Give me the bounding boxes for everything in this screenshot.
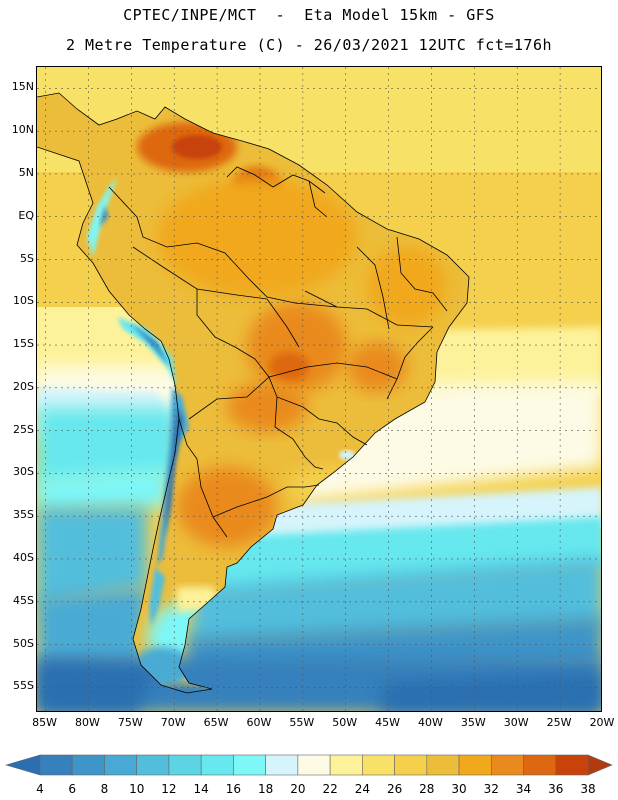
colorbar-tick-label: 30 xyxy=(451,782,467,796)
colorbar-cell xyxy=(362,754,395,776)
colorbar-tick-label: 32 xyxy=(483,782,499,796)
lon-tick-label: 25W xyxy=(546,716,572,729)
colorbar-tick-label: 12 xyxy=(161,782,177,796)
colorbar-cell xyxy=(394,754,428,776)
lon-tick-label: 60W xyxy=(246,716,272,729)
andes-cold-ridge xyxy=(87,177,355,627)
political-boundaries xyxy=(37,92,470,694)
lat-tick-label: 15S xyxy=(13,337,34,351)
lon-tick-label: 45W xyxy=(375,716,401,729)
colorbar-cell xyxy=(426,754,460,776)
lon-tick-label: 85W xyxy=(32,716,57,729)
lat-tick-label: 10N xyxy=(11,123,34,137)
colorbar-cell xyxy=(233,754,266,776)
colorbar-cell xyxy=(265,754,299,776)
lat-tick-label: 25S xyxy=(13,422,34,436)
colorbar-tick-label: 34 xyxy=(515,782,532,796)
colorbar-tick-label: 36 xyxy=(548,782,564,796)
lat-tick-label: 20S xyxy=(13,379,34,393)
colorbar-tick-label: 26 xyxy=(386,782,403,796)
lon-tick-label: 55W xyxy=(289,716,315,729)
colorbar-tick-label: 4 xyxy=(36,782,44,796)
colorbar-cell xyxy=(555,754,589,776)
chart-title-line-1: CPTEC/INPE/MCT - Eta Model 15km - GFS xyxy=(123,6,495,24)
lat-tick-label: 55S xyxy=(13,679,34,693)
colorbar-cell xyxy=(136,754,170,776)
colorbar-tick-label: 8 xyxy=(100,782,109,796)
chart-title-line-2: 2 Metre Temperature (C) - 26/03/2021 12U… xyxy=(65,36,553,54)
colorbar-cell xyxy=(168,754,202,776)
lat-lon-grid xyxy=(37,67,601,711)
lon-tick-label: 20W xyxy=(589,716,615,729)
colorbar-cell xyxy=(39,754,73,776)
lon-tick-label: 30W xyxy=(503,716,529,729)
lon-tick-label: 50W xyxy=(332,716,358,729)
colorbar-tick-label: 18 xyxy=(258,782,274,796)
lat-tick-label: 35S xyxy=(13,508,34,522)
lat-tick-label: 40S xyxy=(13,550,34,564)
temperature-colorbar xyxy=(4,754,613,776)
colorbar-tick-label: 10 xyxy=(129,782,145,796)
colorbar-cell xyxy=(329,754,363,776)
lon-tick-label: 80W xyxy=(75,716,100,729)
lat-tick-label: 50S xyxy=(13,636,34,650)
colorbar-low-arrow xyxy=(4,754,41,776)
colorbar-tick-label: 38 xyxy=(580,782,596,796)
colorbar-tick-label: 14 xyxy=(193,782,209,796)
colorbar-cell xyxy=(104,754,138,776)
colorbar-cell xyxy=(71,754,105,776)
lat-tick-label: EQ xyxy=(18,208,34,222)
lat-tick-label: 30S xyxy=(13,465,34,479)
lat-tick-label: 10S xyxy=(13,294,34,308)
colorbar-tick-label: 28 xyxy=(419,782,435,796)
colorbar-tick-label: 6 xyxy=(68,782,77,796)
colorbar-tick-label: 22 xyxy=(322,782,338,796)
colorbar-tick-label: 20 xyxy=(290,782,306,796)
colorbar-cell xyxy=(523,754,557,776)
lat-tick-label: 15N xyxy=(11,80,34,94)
colorbar-tick-label: 16 xyxy=(225,782,242,796)
colorbar-cell xyxy=(297,754,331,776)
lon-tick-label: 70W xyxy=(160,716,186,729)
colorbar-cell xyxy=(490,754,524,776)
lon-tick-label: 75W xyxy=(117,716,143,729)
lat-tick-label: 45S xyxy=(13,593,34,607)
lon-tick-label: 40W xyxy=(418,716,443,729)
colorbar-tick-label: 24 xyxy=(354,782,370,796)
lat-tick-label: 5N xyxy=(18,165,34,179)
lon-tick-label: 65W xyxy=(203,716,229,729)
lon-tick-label: 35W xyxy=(460,716,486,729)
colorbar-cell xyxy=(458,754,492,776)
colorbar-high-arrow xyxy=(587,754,613,776)
lat-tick-label: 5S xyxy=(20,251,34,265)
colorbar-cell xyxy=(200,754,234,776)
temperature-map xyxy=(36,66,602,712)
